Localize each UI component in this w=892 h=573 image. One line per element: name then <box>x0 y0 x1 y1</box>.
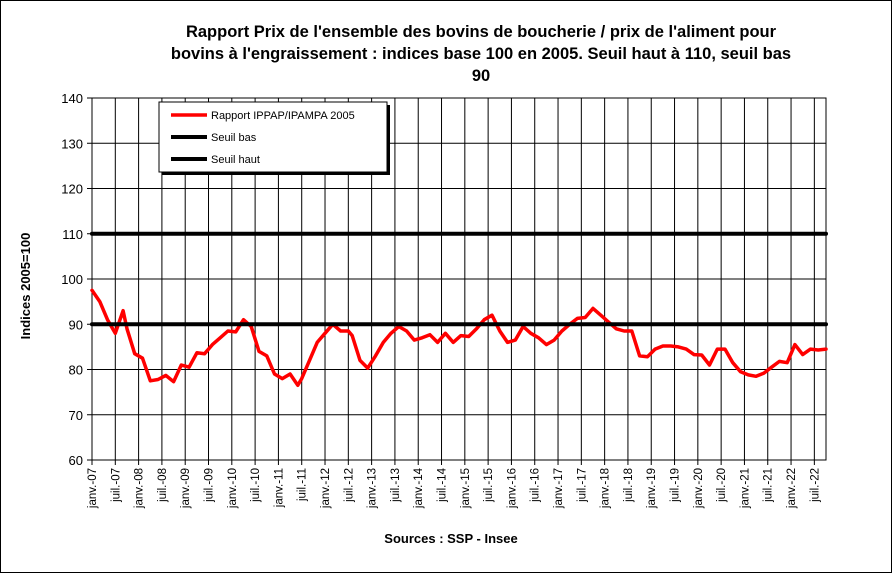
x-tick-label: janv.-22 <box>786 468 798 509</box>
chart-title-line: bovins à l'engraissement : indices base … <box>170 45 792 63</box>
chart-title-line: 90 <box>471 67 491 85</box>
y-tick-label: 140 <box>61 91 83 106</box>
legend-entry-label: Seuil haut <box>211 154 260 166</box>
x-tick-label: juil.-09 <box>204 468 216 503</box>
x-tick-label: juil.-22 <box>809 468 821 503</box>
y-tick-label: 60 <box>69 453 83 468</box>
x-tick-label: janv.-20 <box>693 468 705 509</box>
x-tick-label: juil.-19 <box>670 468 682 503</box>
x-tick-label: janv.-12 <box>320 468 332 509</box>
chart-title-line: Rapport Prix de l'ensemble des bovins de… <box>185 23 777 41</box>
x-tick-label: janv.-17 <box>553 468 565 509</box>
x-tick-label: juil.-17 <box>576 468 588 503</box>
legend-entry-label: Rapport IPPAP/IPAMPA 2005 <box>211 110 355 122</box>
x-tick-label: janv.-16 <box>506 468 518 509</box>
x-tick-label: juil.-08 <box>157 468 169 503</box>
y-tick-label: 120 <box>61 182 83 197</box>
x-tick-label: juil.-14 <box>437 467 449 502</box>
x-tick-label: juil.-11 <box>297 468 309 502</box>
x-tick-label: juil.-12 <box>343 468 355 503</box>
x-tick-label: janv.-09 <box>180 468 192 509</box>
legend-entry-label: Seuil bas <box>211 132 257 144</box>
x-tick-label: juil.-18 <box>623 468 635 503</box>
chart-title: Rapport Prix de l'ensemble des bovins de… <box>101 21 861 87</box>
x-tick-label: janv.-18 <box>600 468 612 509</box>
x-tick-label: juil.-20 <box>716 468 728 503</box>
x-tick-label: janv.-10 <box>227 468 239 509</box>
y-tick-label: 90 <box>69 317 83 332</box>
x-tick-label: juil.-15 <box>483 468 495 503</box>
x-tick-label: janv.-15 <box>460 468 472 509</box>
y-tick-label: 70 <box>69 408 83 423</box>
plot-area <box>91 97 827 461</box>
x-tick-label: janv.-08 <box>134 468 146 509</box>
x-tick-label: juil.-07 <box>110 468 122 503</box>
source-note: Sources : SSP - Insee <box>384 531 518 546</box>
x-tick-label: janv.-19 <box>646 468 658 509</box>
series-line-ratio <box>90 288 828 388</box>
x-tick-label: juil.-21 <box>763 468 775 503</box>
x-tick-label: juil.-13 <box>390 468 402 503</box>
x-tick-label: janv.-14 <box>413 467 425 509</box>
y-tick-label: 80 <box>69 363 83 378</box>
x-tick-label: janv.-13 <box>367 468 379 509</box>
x-tick-label: juil.-16 <box>530 468 542 503</box>
x-tick-label: juil.-10 <box>250 468 262 503</box>
x-tick-label: janv.-21 <box>739 468 751 509</box>
y-tick-label: 110 <box>62 227 83 242</box>
x-tick-label: janv.-07 <box>87 468 99 509</box>
x-tick-label: janv.-11 <box>273 468 285 508</box>
y-tick-label: 130 <box>61 136 83 151</box>
y-tick-label: 100 <box>61 272 83 287</box>
